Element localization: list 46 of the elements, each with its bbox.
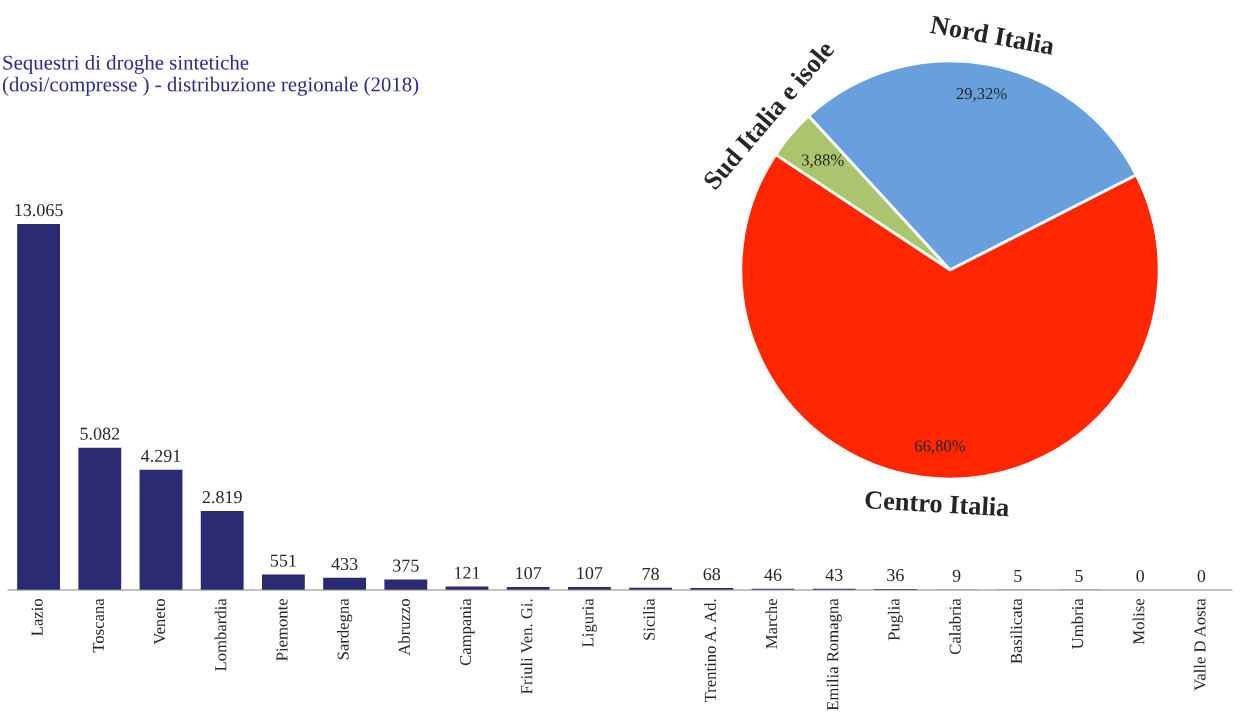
data-label: 46 [764,568,782,581]
x-tick-label: Lombardia [214,598,227,671]
data-label: 375 [393,559,419,572]
data-label: 107 [577,566,603,580]
data-label: 66,80% [914,440,966,455]
slice-label: Nord Italia [929,14,1056,56]
x-tick-label: Abruzzo [398,598,410,656]
data-label: 2.819 [202,491,242,504]
data-label: 107 [516,566,542,580]
data-label: 78 [642,567,659,580]
x-tick-label: Sicilia [643,598,655,640]
data-label: 68 [703,568,721,581]
x-tick-label: Trentino A. Ad. [704,599,717,703]
data-label: 5.082 [80,427,120,440]
data-label: 433 [331,557,358,571]
x-tick-label: Campania [459,598,475,666]
data-label: 36 [887,569,904,582]
x-tick-label: Piemonte [276,598,288,661]
x-tick-label: Molise [1132,598,1145,645]
data-label: 121 [455,566,480,579]
data-label: 3,88% [802,154,844,169]
x-tick-label: Puglia [887,598,903,641]
data-label: 551 [270,554,296,567]
data-label: 5 [1014,570,1022,583]
x-tick-label: Sardegna [337,598,353,660]
x-tick-label: Marche [765,598,778,649]
x-tick-label: Toscana [92,598,104,653]
data-label: 13.065 [15,203,63,217]
slice-label: Centro Italia [864,489,1010,517]
x-tick-label: Veneto [154,598,166,645]
x-tick-label: Basilicata [1010,598,1022,664]
data-label: 5 [1075,570,1083,583]
data-label: 9 [952,569,961,582]
data-label: 4.291 [141,449,181,463]
data-label: 43 [825,568,843,581]
x-tick-label: Calabria [949,598,961,655]
chart-title: Sequestri di droghe sintetiche (dosi/compresse ) - distribuzione regionale (2018) [2,55,419,96]
x-tick-label: Friuli Ven. Gi. [520,599,533,694]
x-tick-label: Liguria [582,598,597,647]
x-tick-label: Valle D Aosta [1193,598,1206,691]
x-tick-label: Emilia Romagna [826,598,842,711]
x-tick-label: Lazio [31,598,43,636]
x-tick-label: Umbria [1071,598,1084,649]
data-label: 0 [1197,569,1206,583]
data-label: 0 [1136,569,1145,583]
data-label: 29,32% [956,88,1007,102]
